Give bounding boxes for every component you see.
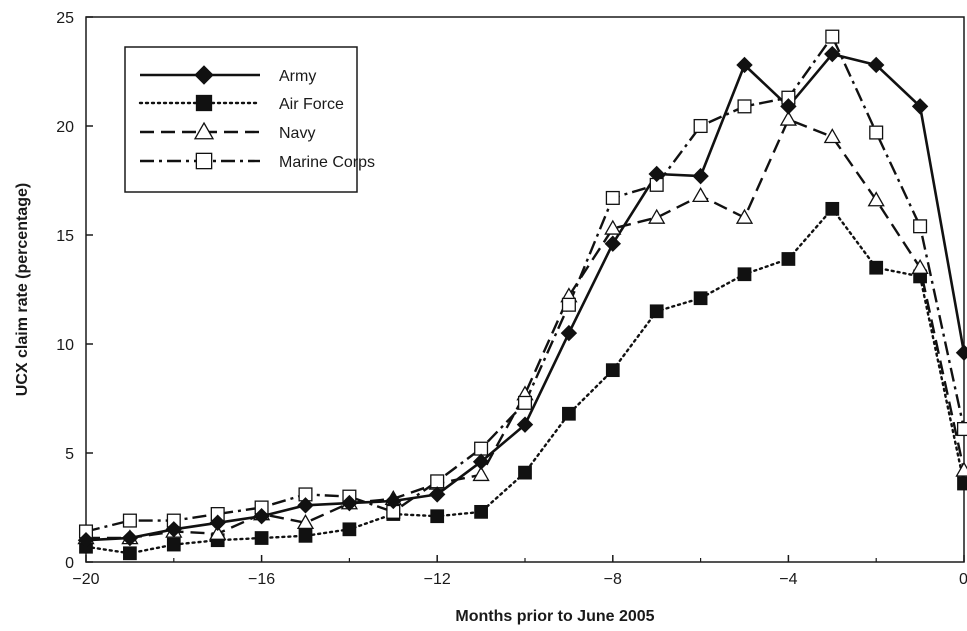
data-point	[735, 208, 754, 224]
data-point	[121, 529, 139, 547]
data-point	[824, 45, 841, 63]
data-point	[867, 56, 885, 74]
data-point	[955, 461, 967, 477]
data-point	[298, 528, 313, 543]
data-point	[956, 421, 967, 437]
x-tick-label: −12	[424, 571, 451, 588]
x-tick-label: −16	[248, 571, 275, 588]
series-markers-air-force	[79, 201, 967, 561]
data-point	[911, 258, 929, 274]
data-point	[691, 186, 710, 203]
x-tick-label: −4	[779, 571, 797, 588]
legend: Army Air Force Navy Marine Corps	[124, 46, 375, 193]
data-point	[693, 291, 708, 306]
data-point	[122, 513, 137, 528]
y-tick-label: 15	[56, 228, 74, 245]
data-point	[957, 476, 967, 491]
data-point	[253, 508, 270, 525]
data-point	[781, 252, 796, 266]
data-point	[825, 29, 840, 44]
data-point	[77, 531, 95, 549]
legend-box	[124, 46, 358, 193]
x-tick-label: −20	[72, 571, 99, 588]
y-tick-label: 20	[56, 119, 74, 136]
data-point	[474, 441, 489, 456]
x-axis-title: Months prior to June 2005	[455, 608, 654, 625]
data-point	[472, 453, 490, 470]
data-point	[254, 531, 269, 545]
data-point	[605, 363, 620, 378]
data-point	[430, 474, 445, 489]
data-point	[605, 190, 620, 205]
series-line-air-force	[84, 207, 966, 555]
x-tick-label: 0	[959, 571, 967, 588]
data-point	[692, 167, 709, 185]
data-point	[342, 522, 357, 537]
data-point	[516, 416, 534, 433]
data-point	[825, 201, 840, 216]
y-axis: 0 5 10 15 20 25	[56, 10, 93, 572]
data-point	[869, 260, 884, 275]
data-point	[604, 219, 622, 235]
data-point	[297, 497, 314, 514]
data-point	[165, 521, 183, 538]
data-point	[166, 537, 181, 552]
data-point	[472, 465, 490, 482]
data-point	[123, 546, 137, 561]
data-point	[560, 324, 578, 342]
legend-label: Marine Corps	[279, 154, 375, 171]
data-point	[649, 304, 664, 319]
data-point	[737, 267, 752, 282]
x-axis: −20 −16 −12 −8 −4 0	[72, 555, 967, 588]
data-point	[648, 208, 666, 224]
series-markers-army	[77, 45, 967, 549]
data-point	[562, 406, 576, 421]
data-point	[693, 118, 708, 134]
data-point	[209, 524, 227, 540]
data-point	[867, 191, 885, 207]
data-point	[869, 125, 884, 140]
data-point	[193, 121, 215, 140]
data-point	[430, 509, 445, 524]
series-line-navy	[86, 118, 966, 540]
series-line-marine-corps	[85, 35, 966, 533]
y-axis-title: UCX claim rate (percentage)	[14, 183, 31, 396]
data-point	[517, 395, 533, 410]
y-tick-label: 25	[56, 10, 74, 27]
data-point	[911, 98, 929, 115]
data-point	[913, 219, 928, 234]
data-point	[604, 235, 622, 252]
data-point	[780, 98, 797, 115]
data-point	[737, 99, 752, 114]
data-point	[518, 465, 532, 480]
legend-label: Air Force	[279, 96, 344, 113]
data-point	[648, 165, 665, 183]
y-tick-label: 10	[56, 337, 74, 354]
x-tick-label: −8	[604, 571, 622, 588]
data-point	[474, 504, 488, 519]
data-point	[385, 492, 402, 510]
data-point	[209, 514, 226, 531]
data-point	[341, 494, 358, 512]
data-point	[779, 110, 798, 126]
y-tick-label: 5	[65, 446, 74, 463]
data-point	[823, 128, 841, 144]
data-point	[195, 94, 213, 112]
legend-label: Army	[279, 68, 316, 85]
series-layer	[77, 29, 967, 561]
data-point	[194, 65, 214, 85]
data-point	[428, 486, 446, 503]
data-point	[955, 344, 967, 361]
data-point	[561, 297, 576, 312]
data-point	[736, 56, 753, 74]
data-point	[296, 513, 315, 530]
data-point	[195, 152, 213, 170]
y-tick-label: 0	[65, 555, 74, 572]
legend-label: Navy	[279, 125, 315, 142]
